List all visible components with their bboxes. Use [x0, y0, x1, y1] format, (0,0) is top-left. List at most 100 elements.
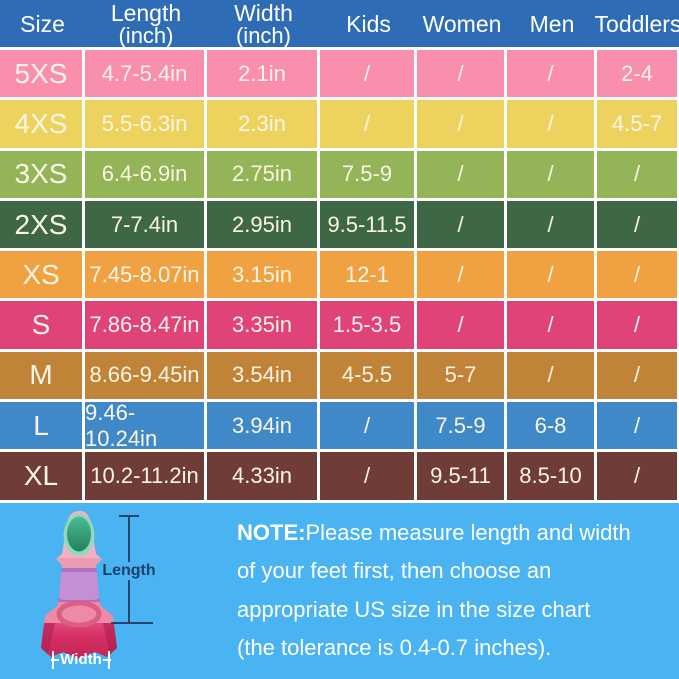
- toddlers-cell: /: [597, 351, 679, 403]
- kids-cell: /: [320, 452, 417, 503]
- header-men-label: Men: [529, 10, 575, 37]
- size-chart-table: Size Length (inch) Width (inch) Kids Women…: [0, 0, 679, 503]
- men-cell: /: [507, 100, 597, 151]
- men-cell: /: [507, 200, 597, 252]
- header-size-label: Size: [20, 10, 65, 37]
- size-cell: 5XS: [0, 50, 85, 101]
- header-length: Length (inch): [85, 0, 207, 47]
- kids-cell: 4-5.5: [320, 351, 417, 403]
- women-cell: /: [417, 200, 507, 252]
- note-label: NOTE:: [237, 519, 306, 545]
- women-cell: 9.5-11: [417, 452, 507, 503]
- table-row-m: M 8.66-9.45in 3.54in 4-5.5 5-7 / /: [0, 351, 679, 403]
- toddlers-cell: /: [597, 251, 679, 302]
- kids-cell: 7.5-9: [320, 150, 417, 201]
- size-cell: L: [0, 402, 85, 453]
- women-cell: /: [417, 150, 507, 201]
- size-cell: 4XS: [0, 100, 85, 151]
- header-toddlers: Toddlers: [594, 0, 679, 47]
- size-cell: S: [0, 301, 85, 352]
- women-cell: /: [417, 50, 507, 101]
- width-cell: 2.75in: [207, 150, 320, 201]
- men-cell: /: [507, 251, 597, 302]
- width-cell: 4.33in: [207, 452, 320, 503]
- men-cell: /: [507, 301, 597, 352]
- header-toddlers-label: Toddlers: [594, 10, 679, 37]
- note-line-4: (the tolerance is 0.4-0.7 inches).: [237, 635, 552, 661]
- kids-cell: /: [320, 50, 417, 101]
- header-length-label: Length: [110, 0, 182, 26]
- table-row-xl: XL 10.2-11.2in 4.33in / 9.5-11 8.5-10 /: [0, 452, 679, 503]
- length-cell: 7.45-8.07in: [85, 251, 207, 302]
- size-cell: XS: [0, 251, 85, 302]
- footer-section: Length Width NOTE:Please measure length …: [0, 502, 679, 679]
- swim-fin-illustration: [41, 510, 117, 659]
- note-text: NOTE:Please measure length and width of …: [237, 514, 667, 668]
- width-measure-left-dash: [51, 658, 60, 661]
- kids-cell: /: [320, 402, 417, 453]
- women-cell: 5-7: [417, 351, 507, 403]
- width-cell: 3.94in: [207, 402, 320, 453]
- width-measure-line: Width: [51, 650, 111, 669]
- length-cell: 4.7-5.4in: [85, 50, 207, 101]
- toddlers-cell: 4.5-7: [597, 100, 679, 151]
- table-row-s: S 7.86-8.47in 3.35in 1.5-3.5 / / /: [0, 301, 679, 352]
- table-row-3xs: 3XS 6.4-6.9in 2.75in 7.5-9 / / /: [0, 150, 679, 201]
- table-row-2xs: 2XS 7-7.4in 2.95in 9.5-11.5 / / /: [0, 200, 679, 252]
- women-cell: /: [417, 100, 507, 151]
- note-line-1: NOTE:Please measure length and width: [237, 514, 667, 553]
- length-cell: 7-7.4in: [85, 200, 207, 252]
- width-cell: 3.54in: [207, 351, 320, 403]
- men-cell: /: [507, 351, 597, 403]
- header-women: Women: [417, 0, 507, 47]
- length-cell: 9.46-10.24in: [85, 400, 207, 453]
- toddlers-cell: /: [597, 150, 679, 201]
- men-cell: /: [507, 50, 597, 101]
- men-cell: 6-8: [507, 402, 597, 453]
- toddlers-cell: 2-4: [597, 50, 679, 101]
- length-cell: 6.4-6.9in: [85, 150, 207, 201]
- length-cell: 8.66-9.45in: [85, 351, 207, 403]
- table-row-xs: XS 7.45-8.07in 3.15in 12-1 / / /: [0, 251, 679, 302]
- toddlers-cell: /: [597, 402, 679, 453]
- header-kids: Kids: [320, 0, 417, 47]
- width-cell: 2.3in: [207, 100, 320, 151]
- toddlers-cell: /: [597, 452, 679, 503]
- size-cell: XL: [0, 452, 85, 503]
- men-cell: 8.5-10: [507, 452, 597, 503]
- header-women-label: Women: [422, 10, 502, 37]
- header-size: Size: [0, 0, 85, 47]
- header-kids-label: Kids: [346, 10, 391, 37]
- note-line-1-text: Please measure length and width: [305, 519, 631, 545]
- width-label: Width: [60, 651, 102, 669]
- size-cell: 3XS: [0, 150, 85, 201]
- table-row-5xs: 5XS 4.7-5.4in 2.1in / / / 2-4: [0, 50, 679, 101]
- toddlers-cell: /: [597, 301, 679, 352]
- header-width: Width (inch): [207, 0, 320, 47]
- kids-cell: 1.5-3.5: [320, 301, 417, 352]
- table-row-l: L 9.46-10.24in 3.94in / 7.5-9 6-8 /: [0, 400, 679, 453]
- length-measure-bottom-tick: [111, 621, 153, 624]
- length-cell: 10.2-11.2in: [85, 452, 207, 503]
- length-cell: 5.5-6.3in: [85, 100, 207, 151]
- width-cell: 3.35in: [207, 301, 320, 352]
- note-line-3: appropriate US size in the size chart: [237, 596, 591, 622]
- kids-cell: 12-1: [320, 251, 417, 302]
- note-line-2: of your feet first, then choose an: [237, 558, 552, 584]
- width-measure-right-dash: [102, 658, 111, 661]
- size-cell: 2XS: [0, 200, 85, 252]
- men-cell: /: [507, 150, 597, 201]
- header-length-unit: (inch): [118, 22, 174, 48]
- length-label: Length: [99, 561, 159, 580]
- table-header-row: Size Length (inch) Width (inch) Kids Women…: [0, 0, 679, 50]
- header-width-unit: (inch): [235, 22, 291, 48]
- women-cell: /: [417, 251, 507, 302]
- header-men: Men: [507, 0, 597, 47]
- length-cell: 7.86-8.47in: [85, 301, 207, 352]
- size-cell: M: [0, 351, 85, 403]
- header-width-label: Width: [234, 0, 293, 26]
- table-row-4xs: 4XS 5.5-6.3in 2.3in / / / 4.5-7: [0, 100, 679, 151]
- kids-cell: /: [320, 100, 417, 151]
- width-cell: 3.15in: [207, 251, 320, 302]
- women-cell: 7.5-9: [417, 402, 507, 453]
